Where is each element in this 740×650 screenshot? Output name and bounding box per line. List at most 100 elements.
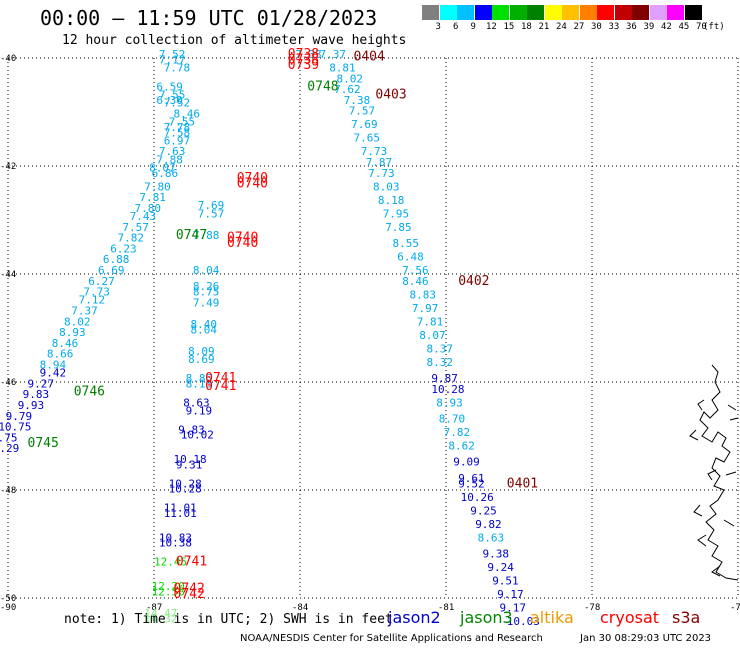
legend-label: 3 bbox=[435, 22, 441, 32]
swh-value-label: 9.38 bbox=[483, 548, 510, 561]
swh-value-label: 7.55 bbox=[169, 116, 196, 129]
swh-value-label: 10.75 bbox=[0, 421, 31, 434]
swh-value-label: 9.27 bbox=[28, 377, 55, 390]
swh-value-label: 10.28 bbox=[431, 383, 464, 396]
swh-value-label: 7.33 bbox=[295, 48, 322, 61]
legend-swatch bbox=[492, 5, 509, 20]
swh-value-label: 7.57 bbox=[198, 207, 225, 220]
swh-value-label: 9.42 bbox=[40, 367, 67, 380]
swh-value-label: 10.18 bbox=[174, 453, 207, 466]
swh-value-label: 7.73 bbox=[83, 286, 110, 299]
swh-value-label: 6.27 bbox=[88, 275, 115, 288]
pass-time-label: 0747 bbox=[176, 228, 207, 243]
legend-label: 24 bbox=[556, 22, 567, 32]
swh-value-label: 8.03 bbox=[373, 180, 400, 193]
legend-label: 15 bbox=[503, 22, 515, 32]
swh-value-label: 9.75 bbox=[0, 431, 18, 444]
swh-value-label: 8.75 bbox=[193, 286, 220, 299]
swh-value-label: 7.63 bbox=[159, 145, 186, 158]
swh-value-label: 8.81 bbox=[329, 62, 356, 75]
swh-value-label: 8.46 bbox=[52, 337, 79, 350]
legend-label: 18 bbox=[521, 22, 532, 32]
legend-swatch bbox=[684, 5, 702, 20]
legend-swatch bbox=[457, 5, 474, 20]
swh-value-label: 6.86 bbox=[152, 167, 179, 180]
lat-tick-label: -46 bbox=[0, 378, 16, 388]
map-subtitle: 12 hour collection of altimeter wave hei… bbox=[62, 33, 407, 48]
swh-value-label: 8.85 bbox=[186, 372, 213, 385]
swh-value-label: 7.62 bbox=[334, 83, 361, 96]
legend-label: 21 bbox=[538, 22, 550, 32]
legend-unit: (ft) bbox=[703, 22, 725, 32]
pass-time-label: 0738 bbox=[288, 52, 319, 67]
swh-value-label: 7.49 bbox=[193, 296, 220, 309]
legend-label: 9 bbox=[470, 22, 476, 32]
swh-value-label: 8.13 bbox=[186, 377, 213, 390]
swh-value-label: 11.01 bbox=[164, 507, 197, 520]
legend-swatch bbox=[527, 5, 544, 20]
pass-time-label: 0740 bbox=[227, 236, 258, 251]
swh-value-label: 6.59 bbox=[156, 80, 183, 93]
swh-value-label: 7.87 bbox=[366, 156, 393, 169]
swh-value-label: 8.04 bbox=[191, 323, 218, 336]
coastline-chile bbox=[689, 364, 739, 581]
swh-value-label: 7.52 bbox=[164, 97, 191, 110]
swh-value-label: 8.83 bbox=[410, 288, 437, 301]
swh-value-label: 9.24 bbox=[487, 561, 514, 574]
swh-value-label: 8.09 bbox=[188, 345, 215, 358]
pass-time-label: 0403 bbox=[375, 88, 406, 103]
swh-value-label: 7.85 bbox=[385, 221, 412, 234]
swh-value-label: 7.57 bbox=[122, 221, 148, 234]
swh-value-label: 7.69 bbox=[198, 199, 225, 212]
swh-value-label: 11.01 bbox=[164, 502, 197, 515]
pass-time-label: 0741 bbox=[205, 379, 236, 394]
legend-swatch bbox=[667, 5, 684, 20]
swh-value-label: 8.02 bbox=[64, 315, 91, 328]
swh-value-label: 8.94 bbox=[40, 359, 67, 372]
swh-value-label: 9.61 bbox=[458, 472, 485, 485]
swh-value-label: 8.32 bbox=[427, 356, 454, 369]
pass-time-label: 0402 bbox=[458, 274, 489, 289]
swh-value-label: 9.87 bbox=[431, 372, 458, 385]
swh-value-label: 10.02 bbox=[181, 429, 214, 442]
legend-swatch bbox=[422, 5, 439, 20]
swh-value-label: 7.82 bbox=[444, 426, 471, 439]
legend-swatch bbox=[649, 5, 667, 20]
swh-value-label: 7.97 bbox=[412, 302, 439, 315]
swh-value-label: 6.23 bbox=[110, 242, 137, 255]
swh-value-label: 7.57 bbox=[349, 105, 376, 118]
lon-tick-label: -81 bbox=[438, 603, 454, 613]
lon-tick-label: -84 bbox=[292, 603, 308, 613]
swh-value-label: 9.83 bbox=[23, 388, 49, 401]
legend-swatch bbox=[579, 5, 597, 20]
satellite-cryosat: cryosat bbox=[600, 608, 660, 627]
swh-value-label: 14.32 bbox=[144, 612, 177, 625]
swh-value-label: 7.38 bbox=[344, 94, 371, 107]
satellite-s3a: s3a bbox=[672, 608, 701, 627]
swh-value-label: 9.83 bbox=[178, 423, 205, 436]
swh-value-label: 8.93 bbox=[59, 326, 86, 339]
swh-value-label: 7.37 bbox=[71, 305, 98, 318]
swh-value-label: 7.78 bbox=[164, 121, 191, 134]
pass-time-label: 0748 bbox=[307, 79, 338, 94]
swh-value-label: 7.17 bbox=[159, 53, 186, 66]
swh-value-label: 7.81 bbox=[417, 315, 444, 328]
swh-value-label: 9.17 bbox=[500, 602, 527, 615]
swh-value-label: 7.82 bbox=[118, 232, 145, 245]
pass-time-label: 0742 bbox=[174, 582, 205, 597]
swh-value-label: 7.80 bbox=[144, 180, 171, 193]
swh-value-label: 8.37 bbox=[427, 342, 454, 355]
swh-value-label: 6.88 bbox=[103, 253, 129, 266]
pass-time-label: 0741 bbox=[176, 555, 207, 570]
swh-value-label: 7.55 bbox=[159, 89, 186, 102]
legend-swatch bbox=[474, 5, 492, 20]
legend-label: 39 bbox=[643, 22, 655, 32]
lat-tick-label: -42 bbox=[0, 162, 16, 172]
swh-value-label: 8.46 bbox=[174, 107, 201, 120]
swh-value-label: 9.09 bbox=[453, 456, 480, 469]
swh-value-label: 8.69 bbox=[188, 353, 215, 366]
lon-tick-label: -78 bbox=[584, 603, 600, 613]
swh-value-label: 8.18 bbox=[378, 194, 405, 207]
pass-time-label: 0741 bbox=[205, 371, 236, 386]
swh-value-label: 7.88 bbox=[193, 229, 220, 242]
